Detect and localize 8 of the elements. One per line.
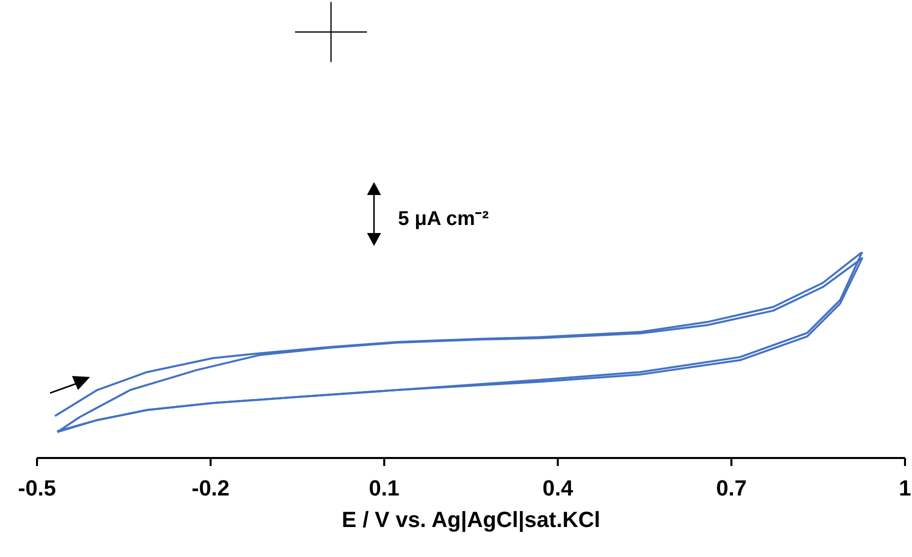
x-tick-label: 1 — [898, 476, 912, 501]
x-tick-label: 0.7 — [716, 476, 747, 501]
x-tick-label: 0.1 — [368, 476, 400, 501]
x-tick-label: -0.5 — [18, 476, 56, 501]
x-axis-title: E / V vs. Ag|AgCl|sat.KCl — [342, 507, 600, 532]
x-tick-label: -0.2 — [192, 476, 230, 501]
x-tick-label: 0.4 — [542, 476, 574, 501]
text: 5 μA cm⁻² — [398, 207, 489, 231]
